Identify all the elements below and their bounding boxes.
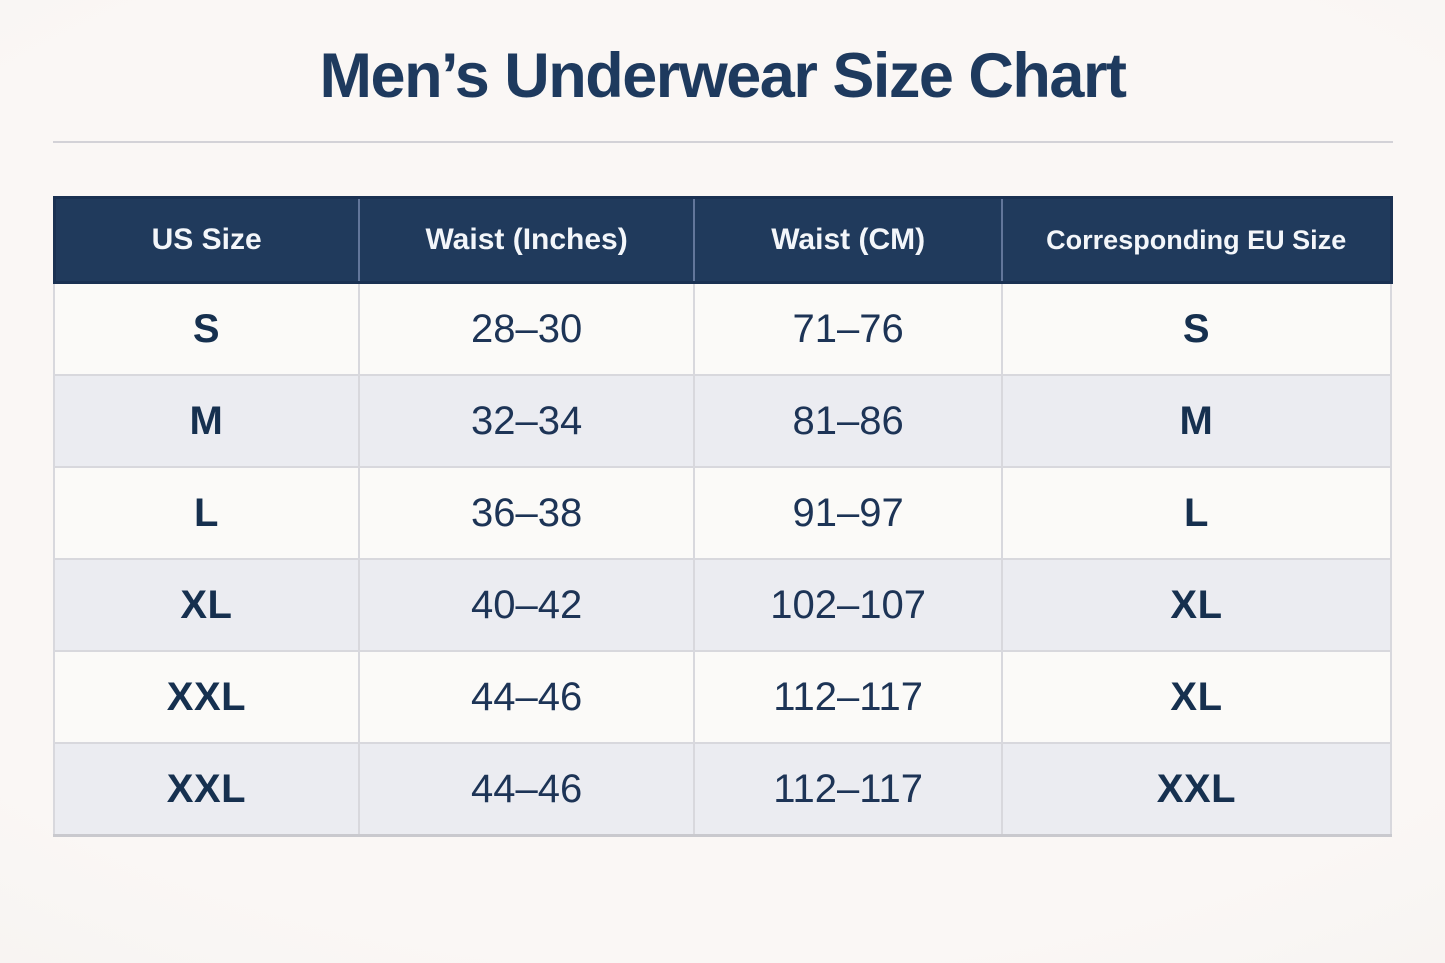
eu-size-cell: XL xyxy=(1000,650,1393,745)
us-size-cell: XXL xyxy=(53,742,360,838)
waist-cm-cell: 71–76 xyxy=(693,281,1003,377)
page-title: Men’s Underwear Size Chart xyxy=(319,41,1127,111)
column-header-waist-cm: Waist (CM) xyxy=(694,196,1003,285)
eu-size-cell: XL xyxy=(1000,558,1393,653)
table-row: XL 40–42 102–107 XL xyxy=(53,558,1393,653)
table-row: M 32–34 81–86 M xyxy=(53,374,1393,469)
us-size-cell: S xyxy=(53,281,360,377)
size-chart-table: US Size Waist (Inches) Waist (CM) Correspon… xyxy=(52,196,1393,838)
waist-inches-cell: 40–42 xyxy=(357,558,696,653)
us-size-cell: L xyxy=(53,466,360,561)
waist-cm-cell: 91–97 xyxy=(693,466,1003,561)
title-divider xyxy=(52,141,1393,144)
waist-inches-cell: 32–34 xyxy=(357,374,696,469)
eu-size-cell: L xyxy=(1000,466,1393,561)
waist-inches-cell: 36–38 xyxy=(357,466,696,561)
waist-cm-cell: 81–86 xyxy=(693,374,1003,469)
eu-size-cell: M xyxy=(1000,374,1393,469)
us-size-cell: XXL xyxy=(53,650,360,745)
column-header-eu-size: Corresponding EU Size xyxy=(1001,196,1393,285)
waist-cm-cell: 112–117 xyxy=(693,650,1003,745)
waist-cm-cell: 112–117 xyxy=(693,742,1003,838)
column-header-us-size: US Size xyxy=(52,196,360,285)
waist-cm-cell: 102–107 xyxy=(693,558,1003,653)
table-body: S 28–30 71–76 S M 32–34 81–86 M L 36–38 91–97 L XL 40… xyxy=(53,281,1393,838)
us-size-cell: M xyxy=(53,374,360,469)
eu-size-cell: XXL xyxy=(1000,742,1393,838)
table-header: US Size Waist (Inches) Waist (CM) Correspon… xyxy=(52,196,1393,285)
waist-inches-cell: 44–46 xyxy=(357,650,696,745)
table-row: XXL 44–46 112–117 XXL xyxy=(53,742,1393,838)
table-row: L 36–38 91–97 L xyxy=(53,466,1393,561)
us-size-cell: XL xyxy=(53,558,360,653)
column-header-waist-inches: Waist (Inches) xyxy=(358,196,696,285)
table-header-row: US Size Waist (Inches) Waist (CM) Correspon… xyxy=(52,196,1393,285)
table-row: XXL 44–46 112–117 XL xyxy=(53,650,1393,745)
eu-size-cell: S xyxy=(1000,281,1393,377)
waist-inches-cell: 44–46 xyxy=(357,742,696,838)
table-row: S 28–30 71–76 S xyxy=(53,281,1393,377)
waist-inches-cell: 28–30 xyxy=(357,281,696,377)
